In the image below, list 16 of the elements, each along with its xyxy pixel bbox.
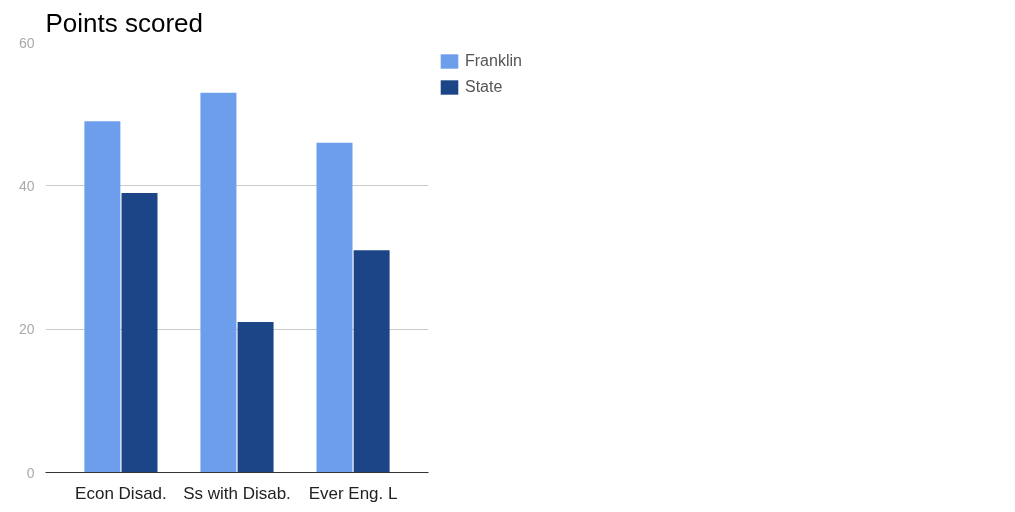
- y-tick-label: 0: [26, 464, 35, 481]
- bar: [353, 250, 390, 473]
- x-tick-label: Econ Disad.: [75, 483, 167, 503]
- bar: [84, 121, 121, 473]
- legend-label: Franklin: [465, 52, 522, 70]
- bar: [200, 92, 237, 473]
- y-tick-label: 40: [18, 177, 35, 194]
- y-tick-label: 60: [18, 34, 35, 51]
- bar: [121, 193, 158, 473]
- legend-label: State: [465, 78, 503, 96]
- y-tick-label: 20: [18, 321, 35, 338]
- x-tick-label: Ss with Disab.: [183, 483, 291, 503]
- chart-title: Points scored: [45, 7, 204, 38]
- bar: [316, 142, 353, 473]
- bar: [237, 322, 274, 473]
- x-tick-label: Ever Eng. L: [308, 483, 398, 503]
